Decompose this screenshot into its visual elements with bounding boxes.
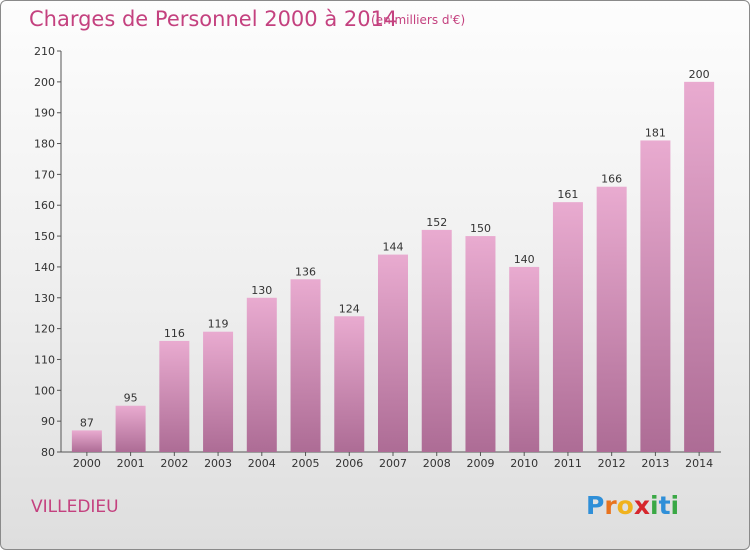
- chart-title: Charges de Personnel 2000 à 2014: [29, 7, 398, 31]
- data-label-2009: 150: [470, 222, 491, 235]
- data-label-2011: 161: [557, 188, 578, 201]
- data-label-2013: 181: [645, 126, 666, 139]
- bar-2010: [509, 266, 540, 452]
- data-label-2002: 116: [164, 327, 185, 340]
- y-tick-label: 140: [34, 261, 55, 274]
- x-tick-label: 2009: [466, 457, 494, 470]
- town-name: VILLEDIEU: [31, 497, 119, 517]
- chart-subtitle: (en milliers d'€): [371, 13, 466, 27]
- bar-2013: [640, 140, 671, 452]
- y-tick-label: 180: [34, 138, 55, 151]
- data-label-2008: 152: [426, 216, 447, 229]
- data-label-2005: 136: [295, 265, 316, 278]
- proxiti-logo: Proxiti: [586, 491, 680, 520]
- data-label-2003: 119: [208, 318, 229, 331]
- data-label-2006: 124: [339, 302, 360, 315]
- bar-2001: [115, 405, 146, 452]
- x-tick-label: 2012: [598, 457, 626, 470]
- bar-2008: [421, 229, 452, 452]
- y-tick-label: 80: [41, 446, 55, 459]
- x-tick-label: 2010: [510, 457, 538, 470]
- y-tick-label: 160: [34, 199, 55, 212]
- y-tick-label: 190: [34, 107, 55, 120]
- bar-2011: [552, 202, 583, 452]
- x-tick-label: 2000: [73, 457, 101, 470]
- bar-2000: [71, 430, 102, 452]
- bar-2012: [596, 186, 627, 452]
- data-label-2004: 130: [251, 284, 272, 297]
- x-tick-label: 2013: [641, 457, 669, 470]
- y-tick-label: 210: [34, 45, 55, 58]
- data-label-2012: 166: [601, 173, 622, 186]
- x-tick-label: 2005: [292, 457, 320, 470]
- bar-2003: [203, 331, 234, 452]
- x-tick-label: 2002: [160, 457, 188, 470]
- x-tick-label: 2008: [423, 457, 451, 470]
- y-tick-label: 90: [41, 415, 55, 428]
- x-tick-label: 2004: [248, 457, 276, 470]
- y-tick-label: 100: [34, 384, 55, 397]
- y-tick-label: 120: [34, 323, 55, 336]
- bar-2014: [684, 81, 715, 452]
- data-label-2014: 200: [689, 68, 710, 81]
- x-tick-label: 2014: [685, 457, 713, 470]
- bar-2005: [290, 279, 321, 452]
- x-tick-label: 2007: [379, 457, 407, 470]
- x-tick-label: 2001: [117, 457, 145, 470]
- y-tick-label: 150: [34, 230, 55, 243]
- x-tick-label: 2011: [554, 457, 582, 470]
- y-tick-label: 170: [34, 168, 55, 181]
- bar-2006: [334, 316, 365, 452]
- x-tick-label: 2006: [335, 457, 363, 470]
- y-tick-label: 110: [34, 353, 55, 366]
- data-label-2001: 95: [124, 392, 138, 405]
- data-label-2000: 87: [80, 416, 94, 429]
- bar-2007: [378, 254, 408, 452]
- bar-2004: [246, 297, 277, 452]
- bar-2002: [159, 340, 190, 452]
- data-label-2007: 144: [383, 241, 404, 254]
- data-label-2010: 140: [514, 253, 535, 266]
- y-tick-label: 130: [34, 292, 55, 305]
- x-tick-label: 2003: [204, 457, 232, 470]
- bar-2009: [465, 236, 496, 452]
- y-tick-label: 200: [34, 76, 55, 89]
